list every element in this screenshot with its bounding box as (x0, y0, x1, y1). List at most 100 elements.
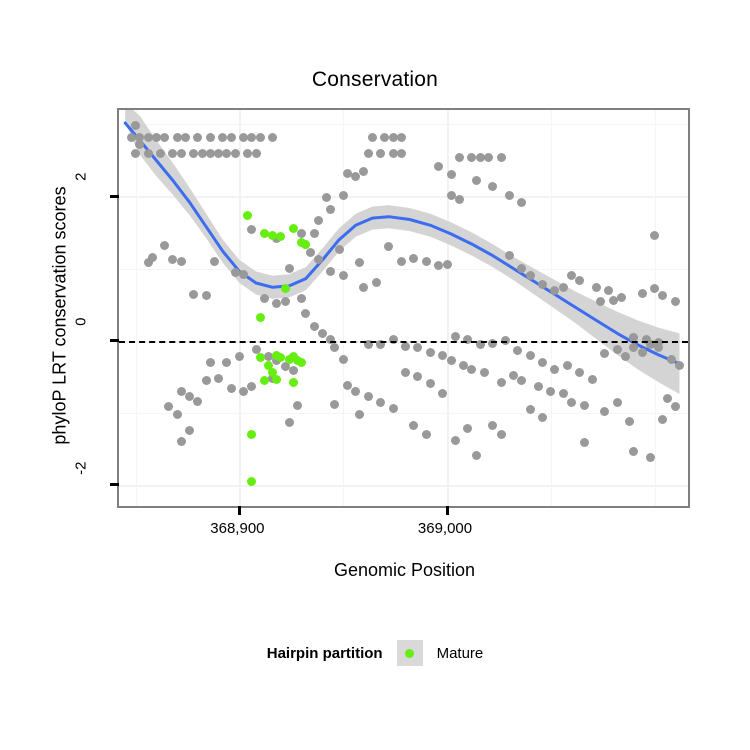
data-point-other (446, 190, 456, 200)
chart-title: Conservation (311, 68, 439, 91)
data-point-other (176, 437, 186, 447)
data-point-other (396, 148, 406, 158)
y-axis-tick (110, 194, 119, 198)
data-point-other (538, 279, 548, 289)
data-point-other (471, 451, 481, 461)
data-point-other (185, 425, 195, 435)
data-point-other (326, 334, 336, 344)
data-point-other (546, 386, 556, 396)
data-point-other (463, 424, 473, 434)
y-tick-label: 0 (72, 317, 90, 326)
data-point-other (247, 132, 257, 142)
data-point-other (322, 193, 332, 203)
data-point-other (363, 340, 373, 350)
data-point-other (259, 294, 269, 304)
data-point-other (230, 148, 240, 158)
data-point-other (367, 132, 377, 142)
data-point-other (446, 170, 456, 180)
data-point-other (488, 181, 498, 191)
data-point-mature (268, 367, 278, 377)
data-point-mature (280, 284, 290, 294)
data-point-mature (263, 360, 273, 370)
data-point-other (488, 339, 498, 348)
data-point-other (538, 357, 548, 367)
data-point-other (193, 132, 203, 142)
data-point-other (338, 190, 348, 200)
data-point-other (334, 245, 344, 255)
data-point-other (567, 398, 577, 408)
data-point-other (533, 382, 543, 392)
data-point-other (675, 360, 685, 370)
data-point-other (284, 264, 294, 274)
data-point-other (272, 298, 282, 308)
data-point-other (176, 386, 186, 396)
plot-inner (119, 110, 688, 506)
data-point-other (579, 438, 589, 448)
zero-reference-line (119, 340, 688, 343)
gridline-horizontal (119, 124, 688, 126)
gridline-horizontal (119, 268, 688, 270)
data-point-other (135, 140, 145, 150)
data-point-other (143, 132, 153, 142)
data-point-other (297, 294, 307, 304)
data-point-other (401, 367, 410, 377)
data-point-other (326, 266, 336, 276)
data-point-other (508, 370, 518, 380)
data-point-other (463, 334, 473, 344)
data-point-other (467, 364, 477, 374)
data-point-other (168, 148, 178, 158)
data-point-other (592, 282, 601, 292)
data-point-other (654, 343, 664, 353)
y-axis-tick (110, 339, 119, 343)
data-point-other (226, 383, 236, 393)
y-tick-label: -2 (72, 461, 90, 475)
x-axis-tick (237, 506, 241, 515)
data-point-other (193, 396, 203, 406)
gridline-vertical (550, 110, 552, 506)
data-point-other (475, 340, 485, 350)
data-point-other (645, 452, 655, 462)
x-tick-label: 369,000 (417, 520, 473, 537)
data-point-mature (247, 429, 257, 439)
data-point-other (641, 334, 651, 344)
gridline-vertical (239, 110, 242, 506)
data-point-other (201, 291, 211, 301)
data-point-other (160, 240, 170, 250)
data-point-other (363, 392, 373, 402)
legend-key-mature[interactable] (396, 640, 423, 666)
data-point-other (575, 275, 585, 285)
data-point-other (504, 190, 514, 200)
data-point-other (438, 350, 448, 360)
x-axis-tick (445, 506, 449, 515)
data-point-other (388, 334, 398, 344)
data-point-other (670, 402, 680, 412)
data-point-other (185, 392, 195, 402)
data-point-other (401, 341, 410, 351)
data-point-other (558, 282, 568, 292)
data-point-other (168, 255, 178, 265)
data-point-other (164, 402, 174, 412)
x-axis-title: Genomic Position (333, 560, 476, 580)
data-point-other (355, 409, 365, 419)
data-point-other (604, 285, 614, 295)
data-point-other (579, 400, 589, 410)
data-point-mature (255, 353, 265, 363)
data-point-other (351, 386, 361, 396)
y-axis-title: phyloP LRT conservation scores (49, 186, 70, 445)
data-point-other (629, 343, 639, 353)
data-point-other (658, 415, 668, 425)
data-point-other (496, 377, 506, 387)
data-point-other (384, 242, 394, 252)
data-point-other (214, 373, 224, 383)
data-point-other (363, 148, 373, 158)
data-point-other (629, 447, 639, 457)
data-point-other (172, 409, 182, 419)
data-point-other (126, 132, 136, 142)
data-point-other (629, 333, 639, 343)
data-point-other (197, 148, 207, 158)
data-point-other (587, 375, 597, 385)
data-point-other (376, 398, 386, 408)
data-point-other (467, 153, 477, 163)
data-point-other (645, 340, 655, 350)
data-point-mature (259, 376, 269, 386)
